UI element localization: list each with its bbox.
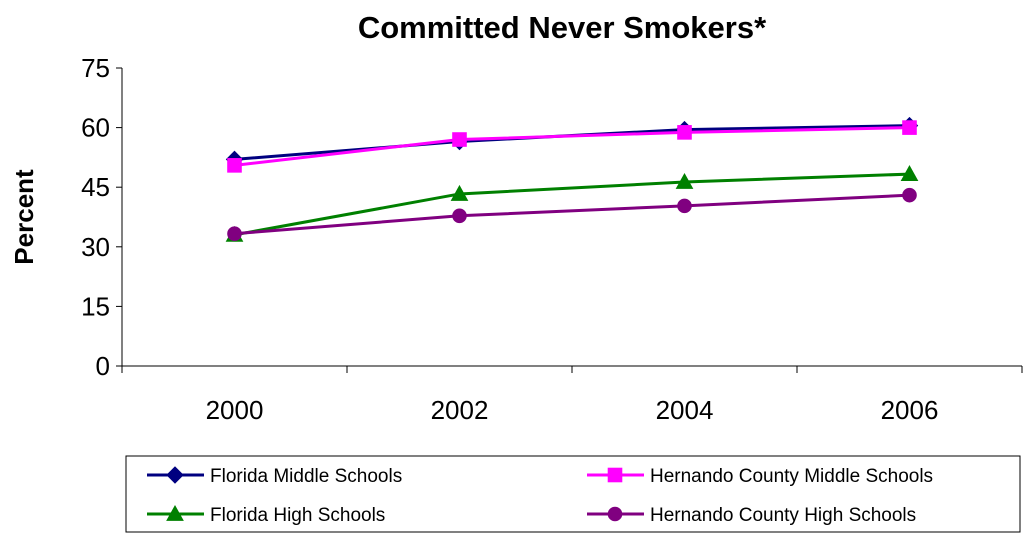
data-point-square bbox=[452, 132, 467, 147]
y-tick-label: 0 bbox=[96, 351, 110, 381]
x-tick-label: 2000 bbox=[206, 395, 264, 425]
x-tick-label: 2002 bbox=[431, 395, 489, 425]
data-point-circle bbox=[227, 226, 242, 241]
data-point-circle bbox=[677, 198, 692, 214]
legend-marker-diamond bbox=[166, 466, 184, 484]
data-point-square bbox=[902, 120, 917, 135]
y-tick-label: 15 bbox=[81, 291, 110, 321]
data-point-triangle bbox=[450, 184, 469, 201]
y-tick-label: 45 bbox=[81, 172, 110, 202]
legend-item: Hernando County Middle Schools bbox=[587, 466, 933, 487]
series-1 bbox=[227, 120, 917, 173]
data-point-triangle bbox=[900, 165, 919, 181]
data-point-triangle bbox=[675, 173, 694, 189]
legend-item: Florida Middle Schools bbox=[147, 466, 402, 487]
series-line bbox=[234, 126, 910, 167]
chart-title: Committed Never Smokers* bbox=[358, 10, 767, 45]
legend-item: Florida High Schools bbox=[147, 504, 385, 526]
legend-marker-circle bbox=[607, 506, 623, 522]
legend-label: Hernando County High Schools bbox=[650, 505, 916, 526]
series-3 bbox=[227, 187, 917, 241]
legend-marker-triangle bbox=[166, 504, 184, 521]
legend-item: Hernando County High Schools bbox=[587, 505, 916, 526]
y-axis-label: Percent bbox=[9, 169, 39, 265]
legend-box bbox=[125, 455, 1021, 533]
y-tick-label: 30 bbox=[81, 232, 110, 262]
series-line bbox=[234, 172, 910, 237]
data-point-square bbox=[227, 158, 242, 173]
legend-label: Hernando County Middle Schools bbox=[650, 466, 933, 487]
legend-label: Florida Middle Schools bbox=[210, 466, 402, 487]
legend-marker-square bbox=[607, 467, 623, 483]
y-tick-label: 75 bbox=[81, 53, 110, 83]
series-line bbox=[234, 193, 910, 236]
data-point-circle bbox=[902, 187, 917, 203]
x-tick-label: 2006 bbox=[881, 395, 939, 425]
x-tick-label: 2004 bbox=[656, 395, 714, 425]
series-layer bbox=[225, 116, 919, 242]
y-tick-label: 60 bbox=[81, 113, 110, 143]
series-0 bbox=[225, 116, 919, 169]
legend-label: Florida High Schools bbox=[210, 505, 385, 526]
legend: Florida Middle Schools Hernando County Mi… bbox=[125, 455, 1021, 533]
data-point-circle bbox=[452, 208, 467, 224]
axes: 0 15 30 45 60 75 2000 2002 2004 2006 bbox=[81, 53, 1023, 425]
data-point-square bbox=[677, 125, 692, 140]
series-2 bbox=[225, 165, 919, 242]
